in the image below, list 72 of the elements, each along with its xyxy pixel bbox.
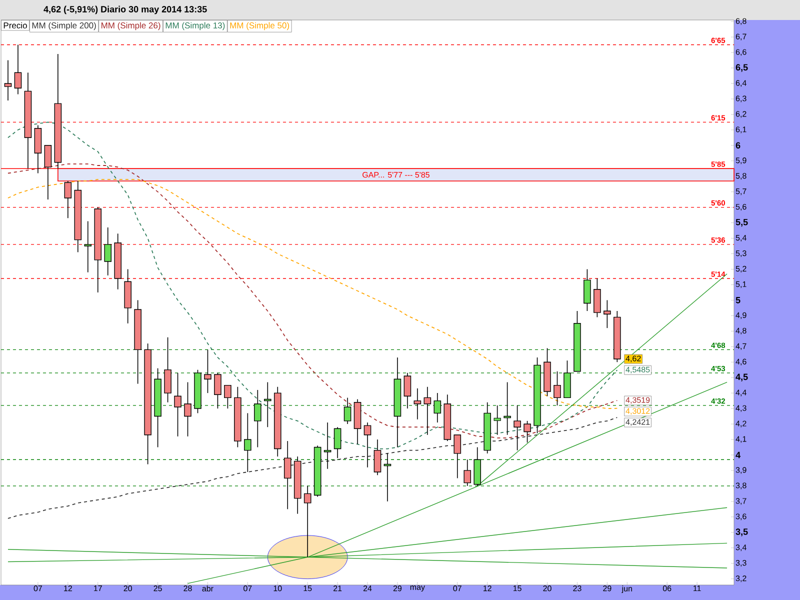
y-tick-label: 5,6 — [736, 204, 746, 211]
x-tick-label: 15 — [304, 586, 312, 592]
y-tick-label: 4,3 — [736, 405, 746, 412]
data-label: 4,3012 — [626, 408, 650, 415]
x-tick-label: may — [410, 586, 425, 592]
y-tick-label: 5,5 — [736, 218, 748, 227]
text: MM (Simple 26) — [101, 22, 160, 30]
x-tick-label: jun — [622, 586, 632, 593]
text: MM (Simple 13) — [166, 22, 225, 30]
x-tick-label: 17 — [94, 586, 102, 592]
y-tick-label: 5,2 — [736, 266, 746, 273]
text: MM (Simple 200) — [32, 22, 96, 30]
y-tick-label: 6,5 — [736, 64, 748, 72]
y-tick-label: 5 — [736, 297, 740, 304]
x-tick-label: 06 — [662, 586, 672, 592]
y-tick-label: 3,6 — [736, 514, 746, 520]
x-tick-label: 07 — [453, 586, 462, 592]
y-tick-label: 5,7 — [736, 188, 746, 196]
y-tick-label: 6,7 — [736, 34, 746, 40]
text: MM (Simple 50) — [230, 22, 290, 30]
y-tick-label: 4,9 — [736, 312, 746, 319]
y-tick-label: 4,5 — [736, 374, 748, 382]
text: 4,62 — [626, 356, 641, 362]
y-tick-label: 6 — [736, 142, 740, 149]
y-tick-label: 3,3 — [736, 560, 746, 567]
y-tick-label: 6,4 — [736, 80, 746, 87]
x-tick-label: 28 — [184, 586, 192, 592]
x-tick-label: 15 — [513, 586, 522, 592]
x-tick-label: 29 — [393, 586, 402, 592]
y-tick-label: 6,6 — [736, 49, 746, 56]
x-tick-label: 29 — [603, 586, 612, 592]
text: Precio — [4, 22, 27, 28]
y-tick-label: 4,8 — [736, 328, 746, 334]
y-tick-label: 4,7 — [736, 343, 746, 350]
y-tick-label: 5,4 — [736, 234, 746, 242]
x-tick-label: 21 — [334, 586, 342, 592]
x-tick-label: 12 — [64, 586, 72, 592]
x-tick-label: 23 — [573, 586, 582, 592]
x-tick-label: 07 — [34, 586, 42, 592]
y-tick-label: 3,9 — [736, 467, 746, 474]
x-tick-label: 20 — [543, 586, 552, 592]
x-tick-label: 24 — [363, 586, 372, 592]
x-tick-label: 25 — [154, 586, 162, 592]
data-label: 4,3519 — [626, 397, 650, 404]
x-tick-label: 12 — [484, 586, 492, 592]
x-tick-label: 10 — [274, 586, 282, 592]
band-label: GAP... 5'77 --- 5'85 — [362, 172, 430, 178]
y-tick-label: 5,8 — [736, 173, 746, 180]
chart-title: 4,62 (-5,91%) Diario 30 may 2014 13:35 — [44, 6, 207, 14]
y-tick-label: 6,3 — [736, 96, 746, 102]
x-tick-label: 07 — [244, 586, 252, 592]
y-tick-label: 4,2 — [736, 420, 746, 428]
y-tick-label: 3,8 — [736, 482, 746, 490]
y-tick-label: 6,1 — [736, 126, 746, 134]
y-tick-label: 4 — [736, 452, 740, 458]
data-label: 4,5485 — [626, 366, 650, 374]
y-tick-label: 4,6 — [736, 358, 746, 366]
x-tick-label: 11 — [694, 586, 701, 592]
data-label: 4,2421 — [626, 419, 650, 426]
y-tick-label: 3,4 — [736, 544, 746, 552]
y-tick-label: 3,2 — [736, 576, 746, 582]
y-tick-label: 4,1 — [736, 436, 746, 443]
y-tick-label: 6,2 — [736, 111, 746, 118]
y-tick-label: 5,9 — [736, 158, 746, 164]
x-tick-label: abr — [202, 586, 214, 592]
y-tick-label: 4,4 — [736, 390, 746, 396]
y-tick-label: 6,8 — [736, 18, 746, 25]
y-tick-label: 3,7 — [736, 498, 746, 505]
x-tick-label: 20 — [124, 586, 132, 592]
y-tick-label: 5,3 — [736, 250, 746, 258]
y-tick-label: 3,5 — [736, 528, 748, 536]
y-tick-label: 5,1 — [736, 281, 746, 288]
